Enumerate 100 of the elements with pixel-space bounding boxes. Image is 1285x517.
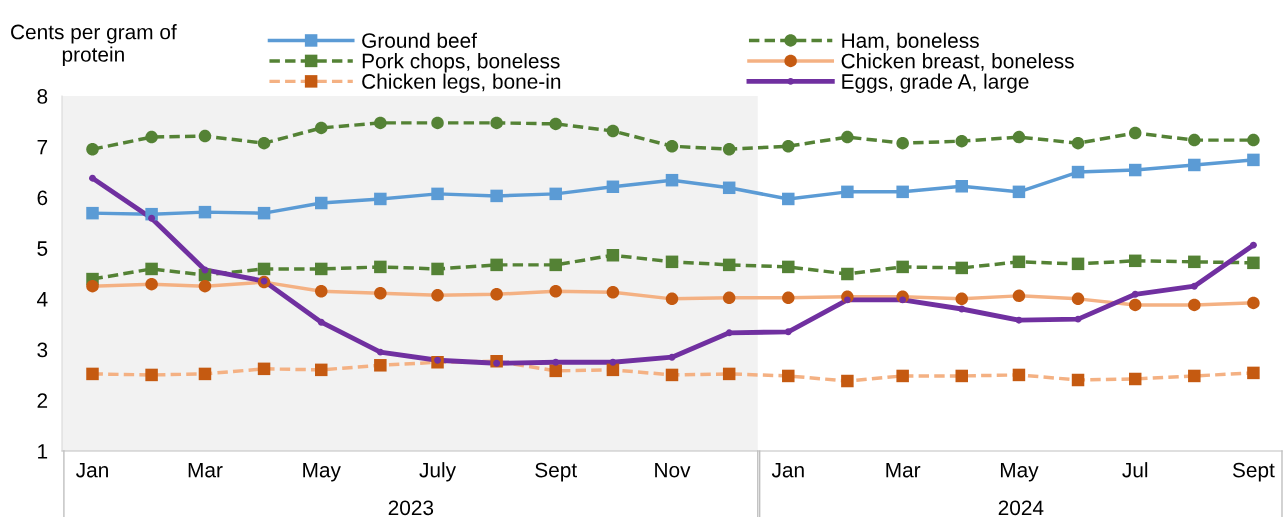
point	[315, 285, 328, 298]
point	[722, 181, 736, 195]
point	[896, 260, 909, 274]
legend-label: Eggs, grade A, large	[842, 73, 1029, 93]
point	[1188, 369, 1201, 383]
point	[374, 260, 387, 274]
point	[1071, 136, 1085, 150]
point	[1128, 372, 1142, 386]
point	[955, 369, 968, 383]
point	[606, 286, 620, 299]
point	[1128, 126, 1142, 140]
y-tick-label: 6	[37, 190, 48, 206]
point	[1247, 366, 1260, 380]
point	[374, 359, 387, 372]
text: 2023	[388, 500, 434, 516]
x-tick-label: Sept	[1232, 462, 1275, 482]
point	[782, 369, 795, 383]
y-tick-label: 8	[37, 89, 48, 104]
point	[668, 353, 676, 361]
point	[257, 206, 271, 220]
point	[784, 328, 792, 336]
y-tick-label: 2	[37, 393, 48, 408]
point	[374, 287, 387, 300]
point	[955, 261, 968, 275]
point	[606, 180, 620, 194]
point	[665, 139, 679, 153]
point	[1188, 133, 1201, 147]
point	[1247, 256, 1260, 270]
point	[722, 291, 736, 305]
point	[145, 277, 158, 291]
point	[1247, 133, 1260, 147]
point	[1012, 289, 1026, 303]
point	[549, 285, 562, 298]
point	[725, 329, 733, 337]
point	[665, 173, 679, 187]
point	[431, 289, 444, 302]
point	[1071, 373, 1085, 387]
point	[722, 367, 736, 381]
point	[549, 258, 562, 272]
point	[257, 262, 271, 276]
point	[896, 185, 909, 199]
point	[552, 358, 560, 366]
point	[89, 174, 96, 182]
point	[606, 124, 620, 138]
point	[198, 367, 212, 381]
legend-label: Chicken breast, boneless	[841, 53, 1074, 71]
point	[145, 130, 158, 144]
point	[490, 189, 503, 203]
point	[958, 305, 966, 313]
point	[1188, 298, 1201, 312]
point	[722, 258, 736, 272]
point	[841, 130, 854, 144]
y-tick-label: 3	[37, 342, 48, 358]
point	[315, 363, 328, 377]
point	[376, 348, 384, 356]
point	[1128, 254, 1142, 268]
point	[86, 143, 99, 156]
point	[955, 134, 968, 148]
point	[374, 116, 387, 130]
point	[549, 364, 562, 378]
point	[665, 255, 679, 269]
point	[722, 143, 736, 156]
point	[490, 258, 503, 272]
point	[1071, 165, 1085, 179]
point	[782, 192, 795, 206]
x-tick-label: July	[419, 462, 457, 482]
point	[86, 206, 99, 220]
point	[896, 136, 909, 150]
point	[257, 362, 271, 376]
x-tick-label: May	[303, 462, 341, 482]
y-tick-label: 4	[37, 292, 48, 307]
point	[1074, 315, 1082, 323]
point	[841, 267, 854, 281]
point	[1012, 368, 1026, 382]
point	[317, 318, 325, 326]
point	[1128, 298, 1142, 312]
point	[431, 262, 444, 276]
point	[431, 116, 444, 130]
legend-label: Ham, boneless	[842, 32, 979, 51]
point	[1071, 257, 1085, 271]
point	[955, 180, 968, 193]
x-tick-label: Jan	[771, 462, 804, 478]
point	[549, 187, 562, 201]
point	[896, 369, 909, 383]
point	[198, 205, 212, 219]
point	[1247, 296, 1260, 310]
point	[1015, 316, 1023, 324]
x-tick-label: Jan	[76, 462, 108, 478]
x-tick-label: Jul	[1122, 462, 1148, 478]
point	[1188, 255, 1201, 269]
point	[1012, 130, 1026, 144]
point	[1188, 158, 1201, 172]
point	[431, 187, 444, 201]
point	[315, 121, 328, 135]
point	[490, 116, 503, 130]
point	[609, 358, 617, 366]
x-tick-label: Sept	[535, 462, 577, 482]
point	[1131, 290, 1139, 298]
point	[1012, 185, 1026, 199]
x-tick-label: Mar	[188, 462, 223, 478]
